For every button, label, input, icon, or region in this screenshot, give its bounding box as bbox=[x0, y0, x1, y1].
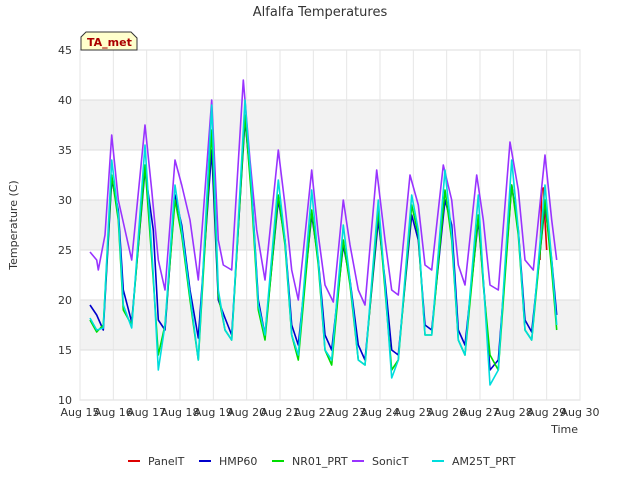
station-badge: TA_met bbox=[80, 31, 138, 51]
plot-background bbox=[79, 49, 581, 401]
x-tick-label: Aug 25 bbox=[394, 406, 433, 419]
chart-title: Alfalfa Temperatures bbox=[253, 5, 388, 20]
x-tick-label: Aug 17 bbox=[127, 406, 166, 419]
x-tick-label: Aug 23 bbox=[327, 406, 366, 419]
station-badge-label: TA_met bbox=[87, 36, 132, 49]
plot-band bbox=[80, 200, 580, 250]
x-tick-label: Aug 24 bbox=[361, 406, 400, 419]
series-line-sonict bbox=[89, 79, 558, 306]
x-tick-label: Aug 28 bbox=[494, 406, 533, 419]
legend: PanelT HMP60 NR01_PRT SonicT AM25T_PRT bbox=[128, 455, 516, 468]
series-line-am25t-prt bbox=[89, 99, 558, 386]
legend-label: HMP60 bbox=[219, 455, 257, 468]
x-tick-label: Aug 18 bbox=[161, 406, 200, 419]
legend-label: SonicT bbox=[372, 455, 409, 468]
legend-label: NR01_PRT bbox=[292, 455, 348, 468]
y-tick-label: 35 bbox=[58, 144, 72, 157]
station-badge-box bbox=[80, 31, 138, 51]
x-tick-label: Aug 26 bbox=[427, 406, 466, 419]
x-tick-label: Aug 22 bbox=[294, 406, 333, 419]
series-lines bbox=[89, 79, 558, 386]
y-tick-label: 10 bbox=[58, 394, 72, 407]
y-tick-label: 25 bbox=[58, 244, 72, 257]
legend-label: AM25T_PRT bbox=[452, 455, 516, 468]
x-tick-label: Aug 20 bbox=[227, 406, 266, 419]
x-tick-label: Aug 16 bbox=[94, 406, 133, 419]
y-tick-label: 40 bbox=[58, 94, 72, 107]
x-tick-label: Aug 30 bbox=[561, 406, 600, 419]
series-line-panelt bbox=[539, 187, 548, 261]
x-tick-label: Aug 15 bbox=[61, 406, 100, 419]
plot-band bbox=[80, 300, 580, 350]
y-axis-label: Temperature (C) bbox=[7, 180, 20, 270]
y-tick-label: 15 bbox=[58, 344, 72, 357]
x-tick-label: Aug 27 bbox=[461, 406, 500, 419]
y-tick-label: 45 bbox=[58, 44, 72, 57]
plot-band bbox=[80, 100, 580, 150]
y-axis-ticks: 10 15 20 25 30 35 40 45 bbox=[58, 44, 72, 407]
y-tick-label: 30 bbox=[58, 194, 72, 207]
x-tick-label: Aug 19 bbox=[194, 406, 233, 419]
x-axis-label: Time bbox=[550, 423, 578, 436]
legend-label: PanelT bbox=[148, 455, 185, 468]
x-tick-label: Aug 29 bbox=[527, 406, 566, 419]
x-tick-label: Aug 21 bbox=[261, 406, 300, 419]
y-tick-label: 20 bbox=[58, 294, 72, 307]
